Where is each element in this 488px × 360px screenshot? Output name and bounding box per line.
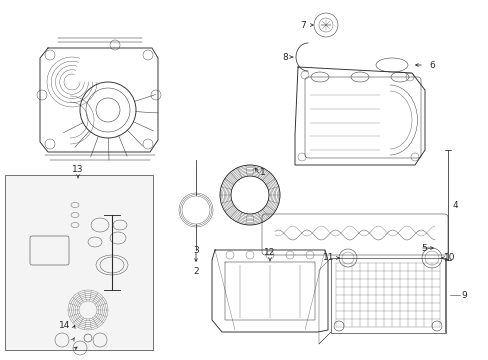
Bar — [5, 175, 153, 350]
Text: 11: 11 — [323, 253, 334, 262]
Text: 5: 5 — [420, 243, 426, 252]
Text: 4: 4 — [451, 201, 457, 210]
Text: 7: 7 — [300, 21, 305, 30]
Text: 10: 10 — [443, 253, 455, 262]
Text: 6: 6 — [428, 60, 434, 69]
Bar — [5, 175, 153, 350]
Text: 1: 1 — [260, 167, 265, 176]
Bar — [330, 258, 445, 333]
Text: 13: 13 — [72, 165, 83, 174]
Text: 8: 8 — [282, 53, 287, 62]
Text: 9: 9 — [460, 291, 466, 300]
Text: 14: 14 — [59, 320, 71, 329]
Text: 3: 3 — [193, 246, 199, 255]
Text: 12: 12 — [264, 248, 275, 257]
Text: 2: 2 — [193, 267, 199, 276]
